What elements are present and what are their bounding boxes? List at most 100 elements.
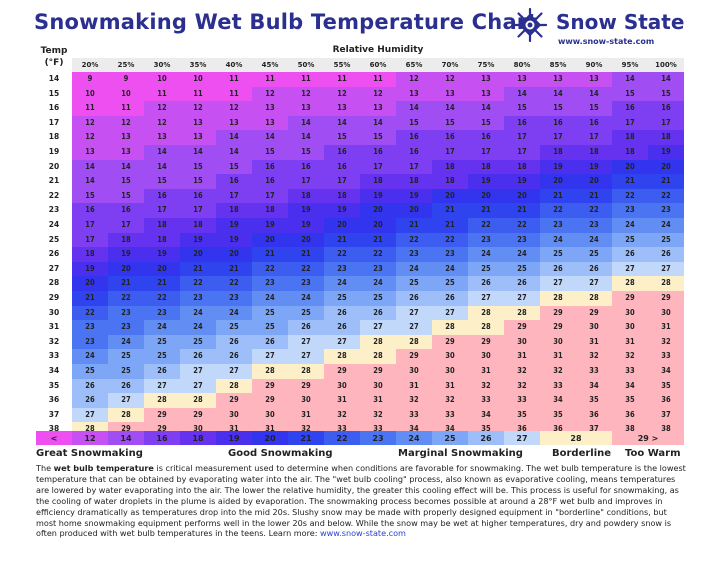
table-cell: 12 <box>72 115 108 131</box>
table-cell: 33 <box>540 378 576 394</box>
table-cell: 13 <box>144 130 180 145</box>
table-cell: 15 <box>432 115 468 131</box>
table-cell: 29 <box>612 291 648 306</box>
table-cell: 24 <box>216 305 252 321</box>
table-cell: 13 <box>468 86 504 102</box>
table-cell: 23 <box>360 261 396 277</box>
table-cell: 14 <box>144 145 180 160</box>
table-cell: 13 <box>252 115 288 131</box>
brand-url[interactable]: www.snow-state.com <box>558 37 655 46</box>
table-cell: 23 <box>72 334 108 350</box>
table-cell: 27 <box>288 334 324 350</box>
table-cell: 19 <box>576 159 612 175</box>
table-cell: 17 <box>576 130 612 145</box>
table-cell: 24 <box>324 276 360 291</box>
table-cell: 26 <box>144 364 180 379</box>
table-cell: 21 <box>360 232 396 248</box>
table-cell: 12 <box>216 101 252 116</box>
table-cell: 16 <box>108 203 144 218</box>
table-cell: 15 <box>72 188 108 204</box>
table-cell: 12 <box>360 86 396 102</box>
table-cell: 35 <box>576 393 612 408</box>
table-cell: 24 <box>144 320 180 335</box>
table-cell: 28 <box>612 276 648 291</box>
table-cell: 32 <box>468 378 504 394</box>
scale-swatch: 16 <box>144 431 180 445</box>
table-cell: 13 <box>252 101 288 116</box>
table-cell: 13 <box>288 101 324 116</box>
table-cell: 18 <box>540 145 576 160</box>
table-cell: 25 <box>468 261 504 277</box>
table-cell: 26 <box>72 378 108 394</box>
description-paragraph: The wet bulb temperature is critical mea… <box>36 463 686 539</box>
table-cell: 13 <box>468 72 504 87</box>
table-cell: 32 <box>324 407 360 423</box>
table-cell: 27 <box>72 407 108 423</box>
table-cell: 25 <box>108 349 144 364</box>
table-cell: 35 <box>612 393 648 408</box>
table-cell: 11 <box>216 72 252 87</box>
table-cell: 13 <box>576 72 612 87</box>
desc-bold-term: wet bulb temperature <box>53 463 154 473</box>
table-cell: 31 <box>648 320 684 335</box>
table-cell: 21 <box>432 203 468 218</box>
table-cell: 21 <box>576 188 612 204</box>
table-cell: 20 <box>612 159 648 175</box>
table-cell: 26 <box>216 349 252 364</box>
table-cell: 27 <box>288 349 324 364</box>
table-cell: 15 <box>108 174 144 189</box>
table-cell: 32 <box>504 364 540 379</box>
table-cell: 16 <box>180 188 216 204</box>
temp-row-label: 28 <box>36 276 72 291</box>
table-cell: 19 <box>396 188 432 204</box>
table-cell: 22 <box>468 218 504 233</box>
table-cell: 33 <box>576 364 612 379</box>
table-cell: 25 <box>612 232 648 248</box>
table-cell: 23 <box>504 232 540 248</box>
table-cell: 17 <box>324 174 360 189</box>
table-cell: 15 <box>108 188 144 204</box>
table-cell: 29 <box>576 305 612 321</box>
table-cell: 21 <box>180 261 216 277</box>
table-cell: 29 <box>288 378 324 394</box>
table-cell: 26 <box>288 320 324 335</box>
table-cell: 23 <box>288 276 324 291</box>
table-cell: 18 <box>612 130 648 145</box>
temp-row-label: 14 <box>36 72 72 87</box>
table-cell: 14 <box>72 174 108 189</box>
table-cell: 29 <box>432 334 468 350</box>
table-cell: 11 <box>360 72 396 87</box>
table-cell: 19 <box>252 218 288 233</box>
table-cell: 16 <box>432 130 468 145</box>
table-cell: 13 <box>360 101 396 116</box>
table-cell: 20 <box>72 276 108 291</box>
table-cell: 27 <box>396 320 432 335</box>
table-cell: 11 <box>324 72 360 87</box>
column-header: 100% <box>648 58 684 72</box>
table-cell: 22 <box>540 203 576 218</box>
table-cell: 10 <box>108 86 144 102</box>
table-cell: 29 <box>540 320 576 335</box>
table-cell: 25 <box>432 276 468 291</box>
humidity-header: Relative Humidity <box>332 45 424 55</box>
scale-swatch: 23 <box>360 431 396 445</box>
table-cell: 12 <box>252 86 288 102</box>
table-cell: 19 <box>144 247 180 262</box>
learn-more-link[interactable]: www.snow-state.com <box>320 528 406 539</box>
table-cell: 28 <box>288 364 324 379</box>
table-cell: 22 <box>360 247 396 262</box>
table-cell: 28 <box>504 305 540 321</box>
table-cell: 30 <box>612 320 648 335</box>
scale-swatch: 24 <box>396 431 432 445</box>
scale-swatch: 27 <box>504 431 540 445</box>
table-cell: 21 <box>648 174 684 189</box>
table-cell: 30 <box>612 305 648 321</box>
table-cell: 27 <box>432 305 468 321</box>
temp-row-label: 22 <box>36 188 72 204</box>
table-cell: 18 <box>432 174 468 189</box>
table-cell: 18 <box>576 145 612 160</box>
table-cell: 11 <box>216 86 252 102</box>
table-cell: 18 <box>648 130 684 145</box>
temp-row-label: 20 <box>36 159 72 175</box>
table-cell: 34 <box>540 393 576 408</box>
